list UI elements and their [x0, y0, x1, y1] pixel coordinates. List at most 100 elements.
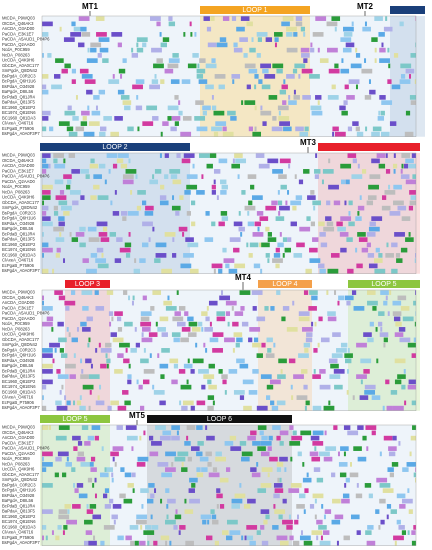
residue-cell	[67, 509, 70, 514]
residue-cell	[179, 400, 182, 406]
residue-cell	[231, 163, 241, 169]
residue-cell	[306, 472, 309, 478]
residue-cell	[239, 37, 248, 42]
sequence-name: BsPgdA_A0A0F3P7	[2, 268, 40, 273]
residue-cell	[290, 384, 293, 390]
sequence-name: NcDA_P08263	[2, 189, 30, 194]
residue-cell	[399, 337, 411, 343]
residue-cell	[127, 379, 132, 385]
residue-cell	[134, 327, 137, 332]
residue-cell	[139, 540, 146, 546]
residue-cell	[96, 32, 107, 37]
residue-cell	[172, 253, 177, 258]
residue-cell	[384, 190, 396, 195]
residue-cell	[86, 89, 93, 95]
residue-cell	[89, 504, 97, 509]
residue-cell	[172, 53, 179, 58]
residue-cell	[340, 446, 349, 451]
residue-cell	[62, 530, 65, 535]
residue-cell	[239, 441, 247, 446]
residue-cell	[189, 21, 192, 27]
residue-cell	[42, 116, 49, 121]
residue-cell	[368, 263, 378, 269]
residue-cell	[140, 358, 149, 364]
residue-cell	[357, 163, 360, 169]
residue-cell	[276, 290, 281, 295]
residue-cell	[185, 237, 194, 242]
residue-cell	[42, 300, 44, 306]
residue-cell	[79, 405, 86, 411]
residue-cell	[204, 237, 214, 242]
block-frame	[41, 289, 417, 411]
residue-cell	[337, 226, 346, 232]
residue-cell	[107, 405, 112, 411]
residue-cell	[281, 316, 286, 322]
residue-cell	[328, 358, 338, 364]
residue-cell	[330, 363, 339, 369]
residue-cell	[153, 540, 158, 546]
residue-cell	[191, 483, 196, 488]
residue-cell	[406, 462, 416, 467]
residue-cell	[247, 498, 256, 504]
residue-cell	[357, 232, 366, 237]
residue-cell	[220, 290, 223, 295]
residue-cell	[282, 519, 293, 525]
residue-cell	[364, 384, 376, 390]
residue-cell	[224, 390, 227, 395]
residue-cell	[49, 342, 60, 348]
residue-cell	[128, 363, 131, 369]
residue-cell	[327, 95, 339, 100]
residue-cell	[194, 32, 197, 37]
residue-cell	[226, 467, 231, 472]
residue-cell	[233, 332, 243, 337]
residue-cell	[162, 121, 169, 126]
residue-cell	[368, 493, 373, 499]
residue-cell	[199, 456, 209, 462]
residue-cell	[401, 216, 411, 221]
residue-cell	[275, 216, 285, 221]
residue-cell	[282, 306, 290, 311]
residue-cell	[359, 395, 369, 400]
residue-cell	[58, 425, 70, 430]
residue-cell	[108, 79, 120, 84]
residue-cell	[409, 190, 416, 195]
residue-cell	[131, 472, 136, 478]
residue-cell	[77, 451, 85, 457]
residue-cell	[205, 211, 210, 216]
residue-cell	[282, 253, 285, 258]
residue-cell	[326, 200, 331, 206]
sequence-name: UcCDA_Q4K9H6	[2, 195, 35, 200]
residue-cell	[42, 221, 53, 227]
residue-cell	[185, 540, 194, 546]
residue-cell	[388, 63, 391, 69]
residue-cell	[140, 321, 152, 327]
residue-cell	[167, 105, 179, 111]
residue-cell	[323, 226, 335, 232]
sequence-name: BsPgdA_A0A0F3P7	[2, 540, 40, 545]
residue-cell	[367, 300, 378, 306]
residue-cell	[312, 200, 321, 206]
residue-cell	[374, 258, 383, 263]
residue-cell	[355, 247, 358, 253]
residue-cell	[152, 174, 155, 179]
residue-cell	[187, 456, 192, 462]
residue-cell	[56, 369, 61, 374]
residue-cell	[387, 467, 394, 472]
residue-cell	[345, 42, 355, 48]
residue-cell	[407, 342, 416, 348]
sequence-name: BcPdaB_Q81JR4	[2, 368, 35, 373]
residue-cell	[397, 374, 406, 379]
residue-cell	[391, 84, 401, 90]
residue-cell	[89, 462, 94, 467]
residue-cell	[216, 493, 223, 499]
residue-cell	[48, 163, 51, 169]
residue-cell	[219, 37, 227, 42]
residue-cell	[241, 451, 253, 457]
residue-cell	[102, 226, 108, 232]
residue-cell	[345, 295, 354, 301]
residue-cell	[201, 311, 208, 316]
residue-cell	[345, 358, 352, 364]
residue-cell	[350, 462, 353, 467]
residue-cell	[337, 451, 340, 457]
residue-cell	[95, 16, 105, 21]
